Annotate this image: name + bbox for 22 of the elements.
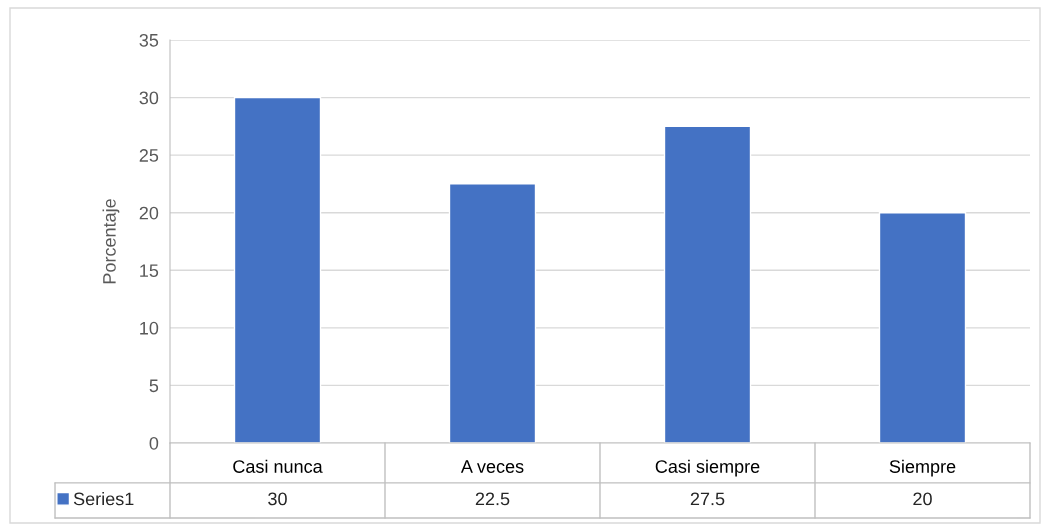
bar bbox=[448, 183, 537, 443]
data-label: 30 bbox=[268, 492, 287, 506]
y-tick-label: 10 bbox=[140, 321, 159, 335]
x-tick-label: Casi nunca bbox=[233, 459, 323, 473]
y-tick-label: 20 bbox=[139, 206, 159, 220]
data-label: 27.5 bbox=[690, 492, 725, 506]
y-tick-label: 0 bbox=[149, 436, 159, 450]
bar bbox=[233, 96, 322, 443]
y-tick-label: 25 bbox=[139, 149, 159, 162]
bar bbox=[878, 212, 967, 443]
data-label: 22.5 bbox=[475, 492, 510, 506]
bar bbox=[663, 125, 752, 443]
y-tick-label: 30 bbox=[139, 91, 159, 105]
y-tick-label: 5 bbox=[149, 379, 159, 393]
x-tick-label: Siempre bbox=[889, 459, 956, 477]
data-label: 20 bbox=[913, 492, 932, 506]
x-tick-label: Casi siempre bbox=[655, 459, 760, 477]
y-tick-label: 35 bbox=[139, 33, 159, 47]
y-axis-title: Porcentaje bbox=[102, 199, 120, 284]
y-tick-label: 15 bbox=[140, 264, 159, 278]
x-tick-label: A veces bbox=[460, 460, 524, 473]
legend-label: Series1 bbox=[73, 492, 134, 506]
